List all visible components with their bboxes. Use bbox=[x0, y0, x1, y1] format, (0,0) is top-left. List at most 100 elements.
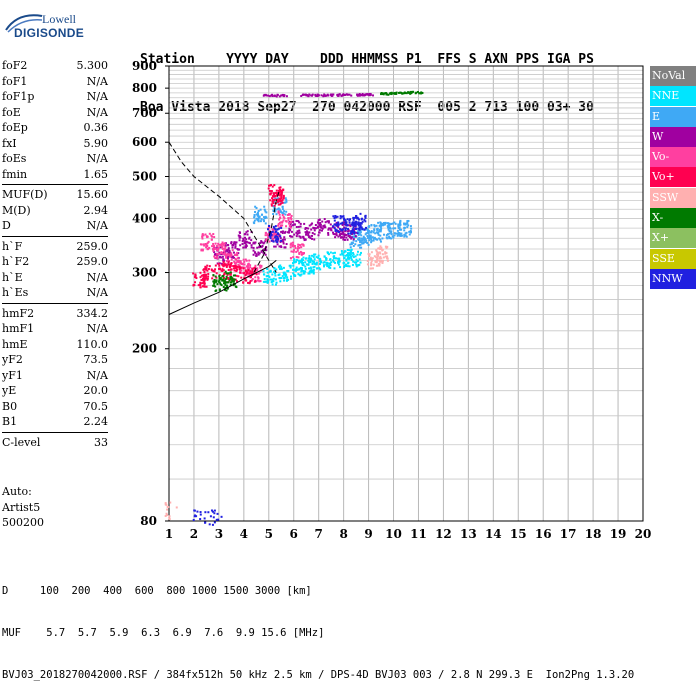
data-point bbox=[229, 283, 232, 286]
data-point bbox=[378, 257, 381, 260]
data-point bbox=[321, 227, 324, 230]
data-point bbox=[230, 262, 233, 265]
data-point bbox=[342, 254, 345, 257]
data-point bbox=[295, 250, 298, 253]
data-point bbox=[282, 238, 285, 241]
data-point bbox=[332, 260, 335, 263]
data-point bbox=[336, 257, 339, 260]
data-point bbox=[389, 227, 392, 230]
data-point bbox=[214, 290, 217, 293]
data-point bbox=[266, 233, 269, 236]
data-point bbox=[260, 245, 263, 248]
data-point bbox=[239, 236, 242, 239]
data-point bbox=[364, 238, 367, 241]
data-point bbox=[364, 233, 367, 236]
data-point bbox=[228, 279, 231, 282]
logo-line1: Lowell bbox=[42, 12, 76, 26]
data-point bbox=[320, 226, 323, 229]
data-point bbox=[237, 252, 240, 255]
data-point bbox=[313, 233, 316, 236]
data-point bbox=[344, 250, 347, 253]
data-point bbox=[214, 285, 217, 288]
data-point bbox=[263, 216, 266, 219]
data-point bbox=[366, 263, 369, 266]
data-point bbox=[352, 238, 355, 241]
data-point bbox=[386, 225, 389, 228]
parameter-panel: foF2 5.300 foF1 N/A foF1p N/A foE N/A foEp 0.36 fx… bbox=[2, 58, 108, 450]
station-header: Station YYYY DAY DDD HHMMSS P1 FFS S AXN… bbox=[140, 20, 594, 132]
data-point bbox=[381, 237, 384, 240]
data-point bbox=[302, 256, 305, 259]
data-point bbox=[373, 225, 376, 228]
data-point bbox=[250, 272, 253, 275]
data-point bbox=[325, 258, 328, 261]
data-point bbox=[276, 235, 279, 238]
param-value: 33 bbox=[94, 435, 108, 449]
data-point bbox=[357, 224, 360, 227]
data-point bbox=[212, 284, 215, 287]
data-point bbox=[222, 269, 225, 272]
data-point bbox=[252, 221, 255, 224]
data-point bbox=[213, 244, 216, 247]
data-point bbox=[399, 91, 402, 94]
logo-swoosh-icon bbox=[5, 14, 43, 33]
data-point bbox=[378, 237, 381, 240]
data-point bbox=[247, 266, 250, 269]
data-point bbox=[297, 232, 300, 235]
data-point bbox=[379, 238, 382, 241]
data-point bbox=[277, 227, 280, 230]
x-tick-label: 5 bbox=[265, 527, 273, 541]
data-point bbox=[216, 283, 219, 286]
data-point bbox=[348, 236, 351, 239]
data-point bbox=[237, 263, 240, 266]
data-point bbox=[370, 263, 373, 266]
data-point bbox=[335, 216, 338, 219]
data-point bbox=[394, 92, 397, 95]
data-point bbox=[362, 235, 365, 238]
data-point bbox=[346, 254, 349, 257]
data-point bbox=[297, 220, 300, 223]
data-point bbox=[194, 273, 197, 276]
data-point bbox=[379, 228, 382, 231]
data-point bbox=[267, 228, 270, 231]
data-point bbox=[275, 95, 278, 98]
data-point bbox=[269, 199, 272, 202]
y-tick-label: 900 bbox=[132, 59, 157, 73]
footer-distance-row: D 100 200 400 600 800 1000 1500 3000 [km… bbox=[2, 585, 312, 597]
param-name: D bbox=[2, 219, 11, 232]
data-point bbox=[237, 234, 240, 237]
data-point bbox=[390, 237, 393, 240]
data-point bbox=[204, 233, 207, 236]
data-point bbox=[353, 233, 356, 236]
data-point bbox=[361, 220, 364, 223]
data-point bbox=[345, 233, 348, 236]
data-point bbox=[272, 202, 275, 205]
data-point bbox=[268, 189, 271, 192]
data-point bbox=[312, 272, 315, 275]
data-point bbox=[310, 234, 313, 237]
data-point bbox=[420, 92, 423, 95]
data-point bbox=[388, 226, 391, 229]
data-point bbox=[260, 265, 263, 268]
param-name: fmin bbox=[2, 167, 28, 181]
data-point bbox=[358, 244, 361, 247]
data-point bbox=[245, 238, 248, 241]
data-point bbox=[207, 511, 210, 514]
data-point bbox=[352, 218, 355, 221]
data-point bbox=[293, 233, 296, 236]
data-point bbox=[418, 92, 421, 95]
data-point bbox=[248, 267, 251, 270]
x-tick-label: 10 bbox=[385, 527, 402, 541]
data-point bbox=[251, 278, 254, 281]
data-point bbox=[350, 94, 353, 97]
data-point bbox=[355, 240, 358, 243]
data-point bbox=[225, 277, 228, 280]
data-point bbox=[379, 248, 382, 251]
data-point bbox=[328, 262, 331, 265]
x-tick-label: 12 bbox=[435, 527, 452, 541]
data-point bbox=[309, 266, 312, 269]
data-point bbox=[222, 276, 225, 279]
data-point bbox=[203, 275, 206, 278]
data-point bbox=[345, 259, 348, 262]
data-point bbox=[201, 282, 204, 285]
